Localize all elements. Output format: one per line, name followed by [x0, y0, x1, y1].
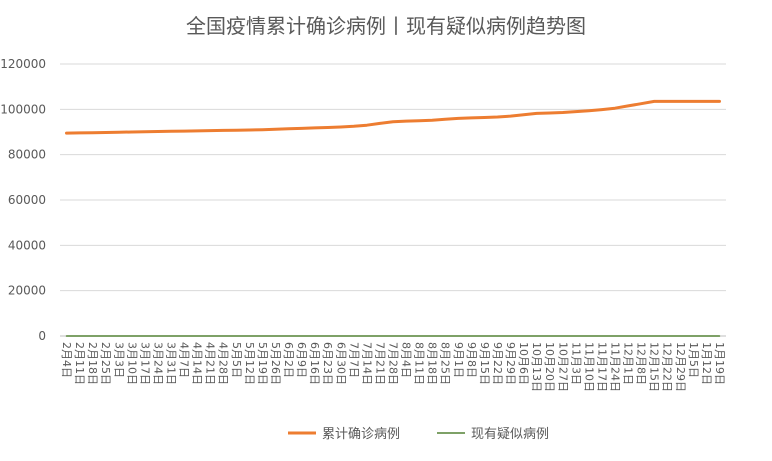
x-tick-label: 7月14日 — [360, 342, 373, 385]
x-tick-label: 6月9日 — [295, 342, 308, 378]
x-tick-label: 12月1日 — [622, 342, 635, 385]
x-tick-label: 4月28日 — [217, 342, 230, 385]
x-tick-label: 12月22日 — [661, 342, 674, 392]
x-tick-label: 9月8日 — [465, 342, 478, 378]
x-tick-label: 9月29日 — [504, 342, 517, 385]
x-tick-label: 10月20日 — [543, 342, 556, 392]
x-tick-label: 2月11日 — [73, 342, 86, 385]
x-tick-label: 11月3日 — [569, 342, 582, 385]
x-tick-label: 6月23日 — [321, 342, 334, 385]
legend: 累计确诊病例 现有疑似病例 — [288, 426, 549, 442]
x-tick-label: 10月6日 — [517, 342, 530, 385]
legend-label-0: 累计确诊病例 — [322, 427, 400, 442]
x-tick-label: 8月25日 — [439, 342, 452, 385]
x-tick-label: 6月2日 — [282, 342, 295, 378]
x-tick-label: 5月5日 — [230, 342, 243, 378]
x-tick-label: 3月10日 — [125, 342, 138, 385]
x-tick-label: 6月16日 — [308, 342, 321, 385]
y-tick-label: 20000 — [8, 284, 46, 298]
series-line-0 — [65, 99, 721, 135]
y-tick-label: 0 — [38, 329, 46, 343]
x-tick-label: 12月15日 — [648, 342, 661, 392]
chart-title: 全国疫情累计确诊病例丨现有疑似病例趋势图 — [186, 14, 586, 38]
legend-label-1: 现有疑似病例 — [471, 426, 549, 442]
x-tick-label: 5月26日 — [269, 342, 282, 385]
y-tick-label: 120000 — [0, 57, 46, 71]
x-tick-label: 1月12日 — [700, 342, 713, 385]
y-tick-label: 100000 — [0, 102, 46, 116]
x-tick-label: 12月29日 — [674, 342, 687, 392]
y-axis: 0 20000 40000 60000 80000 100000 120000 — [0, 57, 46, 343]
x-tick-label: 4月21日 — [204, 342, 217, 385]
x-tick-label: 8月18日 — [426, 342, 439, 385]
x-tick-label: 4月7日 — [178, 342, 191, 378]
x-tick-label: 3月24日 — [151, 342, 164, 385]
x-tick-label: 2月18日 — [86, 342, 99, 385]
x-tick-label: 11月24日 — [609, 342, 622, 392]
x-tick-label: 3月31日 — [165, 342, 178, 385]
x-tick-label: 7月7日 — [347, 342, 360, 378]
x-tick-label: 5月12日 — [243, 342, 256, 385]
gridlines — [60, 63, 726, 337]
x-tick-label: 10月27日 — [556, 342, 569, 392]
x-tick-label: 8月11日 — [413, 342, 426, 385]
x-tick-label: 5月19日 — [256, 342, 269, 385]
x-tick-label: 4月14日 — [191, 342, 204, 385]
y-tick-label: 80000 — [8, 148, 46, 162]
x-tick-label: 11月17日 — [595, 342, 608, 392]
x-tick-label: 7月28日 — [387, 342, 400, 385]
x-axis: 2月4日 2月11日 2月18日 2月25日 3月3日 3月10日 3月17日 3月24日 3月… — [60, 342, 726, 392]
x-tick-label: 7月21日 — [373, 342, 386, 385]
x-tick-label: 10月13日 — [530, 342, 543, 392]
x-tick-label: 3月17日 — [138, 342, 151, 385]
x-tick-label: 1月5日 — [687, 342, 700, 378]
x-tick-label: 9月1日 — [452, 342, 465, 378]
y-tick-label: 40000 — [8, 238, 46, 252]
x-tick-label: 9月22日 — [491, 342, 504, 385]
y-tick-label: 60000 — [8, 193, 46, 207]
x-tick-label: 12月8日 — [635, 342, 648, 385]
series-lines — [65, 99, 721, 337]
x-tick-label: 2月25日 — [99, 342, 112, 385]
x-tick-label: 9月15日 — [478, 342, 491, 385]
x-tick-label: 1月19日 — [713, 342, 726, 385]
x-tick-label: 8月4日 — [400, 342, 413, 378]
x-tick-label: 6月30日 — [334, 342, 347, 385]
x-tick-label: 11月10日 — [582, 342, 595, 392]
x-tick-label: 2月4日 — [60, 342, 73, 378]
x-tick-label: 3月3日 — [112, 342, 125, 378]
